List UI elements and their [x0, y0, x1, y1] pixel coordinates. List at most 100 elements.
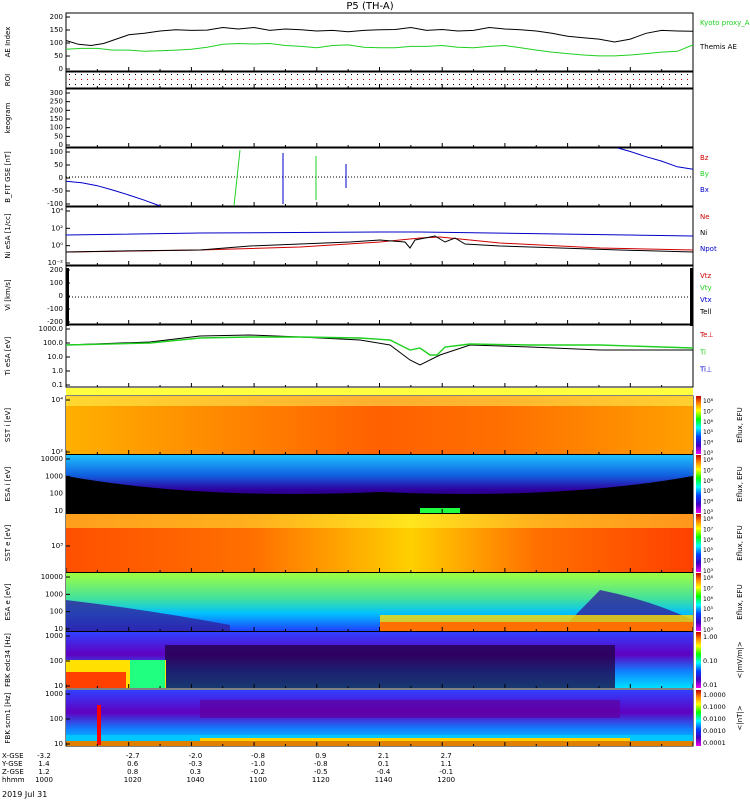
- roi-dot: [189, 79, 190, 80]
- x-axis-value: -0.1: [439, 768, 453, 776]
- roi-dot: [297, 74, 298, 75]
- roi-dot: [375, 84, 376, 85]
- roi-dot: [621, 79, 622, 80]
- y-axis-label: SST e [eV]: [4, 524, 12, 561]
- roi-dot: [165, 74, 166, 75]
- roi-dot: [273, 74, 274, 75]
- roi-dot: [477, 79, 478, 80]
- roi-dot: [627, 79, 628, 80]
- x-axis-value: 2.1: [378, 752, 389, 760]
- roi-dot: [483, 74, 484, 75]
- roi-dot: [231, 74, 232, 75]
- y-tick-label: 10⁴: [51, 207, 63, 215]
- roi-dot: [81, 84, 82, 85]
- roi-dot: [489, 74, 490, 75]
- roi-dot: [147, 84, 148, 85]
- roi-dot: [309, 74, 310, 75]
- roi-dot: [435, 84, 436, 85]
- yellow-band: [66, 388, 693, 395]
- roi-dot: [429, 79, 430, 80]
- roi-dot: [219, 84, 220, 85]
- roi-dot: [213, 74, 214, 75]
- roi-dot: [597, 79, 598, 80]
- roi-dot: [675, 84, 676, 85]
- colorbar-tick: 1.00: [703, 633, 717, 641]
- roi-dot: [141, 84, 142, 85]
- roi-dot: [243, 84, 244, 85]
- roi-dot: [147, 79, 148, 80]
- roi-dot: [207, 74, 208, 75]
- y-tick-label: 10²: [51, 448, 63, 456]
- roi-dot: [405, 74, 406, 75]
- roi-dot: [423, 79, 424, 80]
- colorbar-tick: 10⁴: [703, 617, 714, 624]
- roi-dot: [363, 79, 364, 80]
- roi-dot: [243, 74, 244, 75]
- roi-dot: [195, 74, 196, 75]
- roi-dot: [129, 84, 130, 85]
- colorbar-tick: 10⁸: [703, 398, 714, 405]
- roi-dot: [513, 79, 514, 80]
- y-tick-label: 100.0: [43, 339, 63, 347]
- roi-dot: [123, 79, 124, 80]
- roi-dot: [123, 74, 124, 75]
- roi-dot: [615, 74, 616, 75]
- roi-dot: [615, 79, 616, 80]
- roi-dot: [483, 84, 484, 85]
- roi-dot: [195, 84, 196, 85]
- x-axis-row-label: hhmm: [2, 776, 25, 784]
- roi-dot: [393, 79, 394, 80]
- heatmap-fbk-edc: [66, 632, 693, 688]
- roi-dot: [387, 74, 388, 75]
- roi-dot: [285, 84, 286, 85]
- roi-dot: [459, 79, 460, 80]
- colorbar-tick: 10⁶: [703, 478, 714, 485]
- roi-dot: [603, 84, 604, 85]
- x-axis-labels: X-GSE -3.2 -2.7 -2.0 -0.8 0.9 2.1 2.7Y-GSE 1.4 0.…: [1, 752, 455, 784]
- roi-dot: [357, 79, 358, 80]
- y-axis-label: ROI: [4, 74, 12, 86]
- roi-dot: [339, 74, 340, 75]
- roi-dot: [579, 79, 580, 80]
- roi-dot: [519, 84, 520, 85]
- roi-dot: [477, 84, 478, 85]
- roi-dot: [687, 84, 688, 85]
- colorbar-tick: 10⁷: [703, 526, 714, 533]
- panel-frame: [65, 206, 694, 266]
- roi-dot: [537, 84, 538, 85]
- roi-dot: [279, 84, 280, 85]
- roi-dot: [501, 84, 502, 85]
- roi-dot: [633, 74, 634, 75]
- roi-dot: [525, 79, 526, 80]
- roi-dot: [369, 79, 370, 80]
- roi-dot: [165, 79, 166, 80]
- y-tick-label: 100: [50, 608, 63, 616]
- roi-dot: [81, 74, 82, 75]
- roi-dot: [525, 74, 526, 75]
- roi-dot: [69, 74, 70, 75]
- roi-dot: [279, 79, 280, 80]
- roi-dot: [345, 79, 346, 80]
- x-axis-value: 1.2: [38, 768, 49, 776]
- roi-dot: [573, 79, 574, 80]
- y-axis-label: Ti eSA [eV]: [4, 336, 12, 376]
- roi-dot: [303, 84, 304, 85]
- y-tick-label: 200: [50, 266, 63, 274]
- roi-dot: [519, 79, 520, 80]
- roi-dot: [495, 74, 496, 75]
- colorbar-tick: 10⁶: [703, 537, 714, 544]
- legend-label: Tell: [699, 308, 711, 316]
- roi-dot: [477, 74, 478, 75]
- x-axis-value: 1.4: [38, 760, 50, 768]
- roi-dot: [645, 79, 646, 80]
- roi-dot: [303, 79, 304, 80]
- y-tick-label: 200: [50, 106, 63, 114]
- roi-dot: [513, 84, 514, 85]
- y-tick-label: 150: [50, 115, 63, 123]
- roi-dot: [645, 84, 646, 85]
- roi-dot: [555, 79, 556, 80]
- roi-dot: [321, 84, 322, 85]
- x-axis-value: -0.8: [314, 760, 328, 768]
- roi-dot: [657, 74, 658, 75]
